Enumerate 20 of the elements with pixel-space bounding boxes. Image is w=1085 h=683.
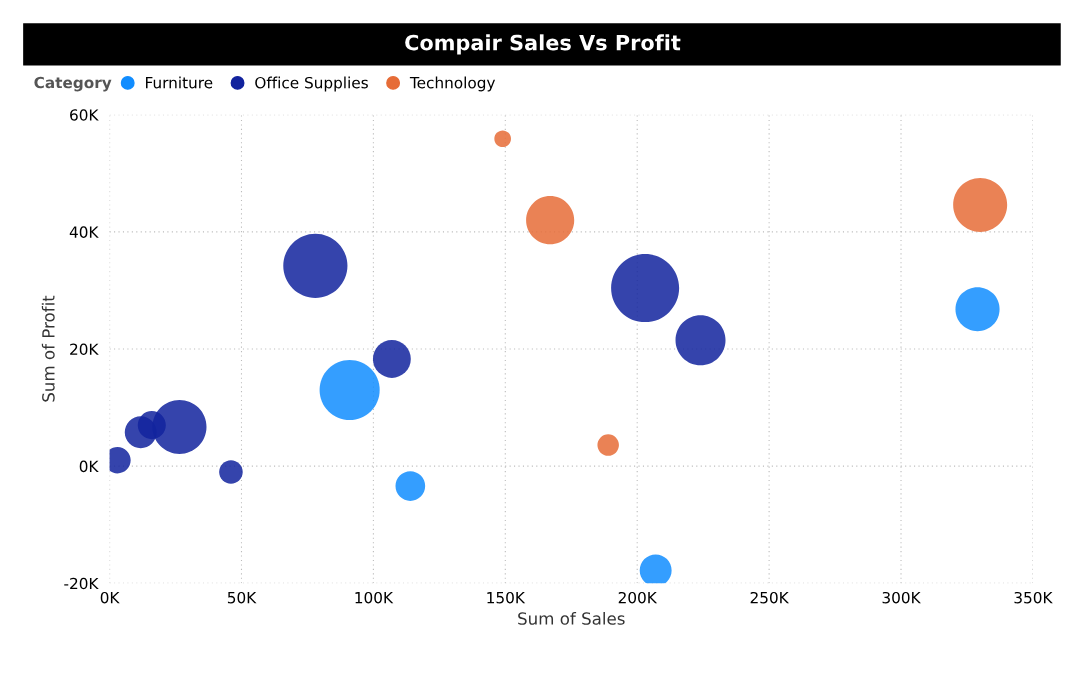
y-tick-label: 20K — [70, 343, 99, 356]
legend-label: Office Supplies — [255, 76, 368, 92]
x-tick-label: 250K — [750, 591, 790, 604]
chart-title: Compair Sales Vs Profit — [405, 34, 681, 55]
x-axis-title: Sum of Sales — [518, 611, 625, 625]
x-tick-label: 100K — [355, 591, 394, 604]
y-axis-title: Sum of Profit — [41, 295, 55, 402]
y-tick-label: 40K — [69, 226, 99, 238]
legend-label: Furniture — [146, 76, 213, 89]
x-tick-label: 200K — [618, 591, 658, 604]
x-tick-label: 50K — [227, 591, 257, 604]
legend-title: Category — [34, 76, 112, 92]
legend-label: Technology — [409, 76, 496, 92]
x-tick-label: 0K — [100, 591, 120, 604]
x-tick-label: 300K — [882, 591, 921, 604]
y-tick-label: -20K — [64, 577, 99, 590]
y-tick-label: 60K — [70, 109, 99, 121]
x-tick-label: 350K — [1014, 591, 1053, 604]
y-tick-label: 0K — [79, 460, 99, 473]
x-tick-label: 150K — [487, 591, 526, 604]
